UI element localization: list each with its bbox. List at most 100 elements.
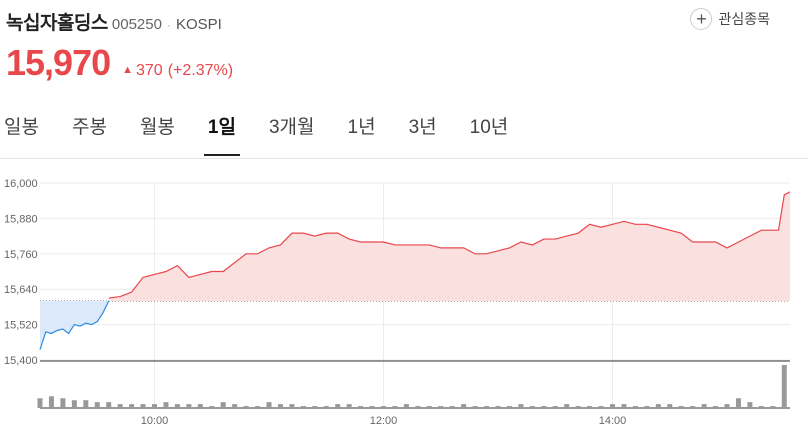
volume-bar — [232, 404, 238, 408]
volume-bar — [713, 406, 719, 408]
y-tick-label: 15,880 — [4, 213, 38, 225]
y-tick-label: 15,760 — [4, 249, 38, 261]
volume-bar — [174, 404, 180, 408]
volume-bar — [277, 404, 283, 408]
tab-monthly[interactable]: 월봉 — [139, 117, 175, 138]
volume-bar — [323, 406, 329, 408]
y-tick-label: 16,000 — [4, 178, 38, 190]
volume-bar — [197, 404, 203, 408]
volume-bar — [94, 402, 100, 408]
volume-bar — [541, 406, 547, 408]
volume-bar — [644, 406, 650, 408]
up-arrow-icon: ▲ — [122, 64, 133, 76]
watchlist-label: 관심종목 — [718, 11, 770, 27]
x-tick-label: 12:00 — [370, 415, 398, 427]
volume-bar — [506, 406, 512, 408]
volume-bar — [346, 404, 352, 408]
volume-bar — [564, 404, 570, 408]
stock-code: 005250 — [111, 16, 162, 33]
volume-bar — [266, 402, 272, 408]
volume-bar — [495, 406, 501, 408]
volume-bar — [655, 404, 661, 408]
price-change: ▲ 370 (+2.37%) — [122, 62, 233, 80]
volume-bar — [117, 404, 123, 408]
volume-bar — [438, 406, 444, 408]
volume-bar — [163, 402, 169, 408]
volume-bar — [472, 406, 478, 408]
volume-bar — [575, 406, 581, 408]
volume-bar — [392, 406, 398, 408]
intraday-price-chart[interactable]: 16,000 15,880 15,760 15,640 15,520 15,400 10:0… — [0, 160, 808, 429]
volume-bar — [781, 365, 787, 408]
volume-bar — [60, 398, 66, 408]
series-line — [108, 191, 791, 299]
change-amount: 370 — [136, 62, 163, 79]
current-price: 15,970 — [6, 42, 111, 83]
change-percent: (+2.37%) — [167, 62, 234, 79]
volume-bar — [152, 404, 158, 408]
separator-dot: · — [166, 18, 171, 32]
tab-1day[interactable]: 1일 — [203, 112, 241, 156]
volume-bar — [369, 406, 375, 408]
volume-bar — [37, 398, 43, 408]
volume-bar — [484, 406, 490, 408]
volume-bar — [83, 400, 89, 408]
volume-bar — [106, 402, 112, 408]
tab-divider — [0, 158, 808, 159]
tab-weekly[interactable]: 주봉 — [71, 117, 107, 138]
volume-bar — [243, 406, 249, 408]
y-tick-label: 15,640 — [4, 284, 38, 296]
tab-10year[interactable]: 10년 — [469, 117, 509, 138]
tab-3year[interactable]: 3년 — [408, 117, 437, 138]
x-tick-label: 14:00 — [599, 415, 627, 427]
volume-bar — [747, 402, 753, 408]
volume-bar — [255, 406, 261, 408]
add-watchlist-button[interactable]: + 관심종목 — [690, 8, 770, 30]
series-area — [108, 191, 791, 301]
volume-bar — [758, 406, 764, 408]
volume-bar — [667, 404, 673, 408]
y-tick-label: 15,400 — [4, 355, 38, 367]
period-tabs: 일봉 주봉 월봉 1일 3개월 1년 3년 10년 — [0, 112, 537, 158]
volume-bar — [598, 406, 604, 408]
volume-bar — [209, 406, 215, 408]
volume-bar — [129, 404, 135, 408]
volume-bar — [300, 406, 306, 408]
tab-3month[interactable]: 3개월 — [268, 117, 315, 138]
volume-bar — [449, 406, 455, 408]
volume-bar — [461, 404, 467, 408]
volume-bar — [724, 404, 730, 408]
volume-bar — [678, 406, 684, 408]
volume-bar — [140, 404, 146, 408]
volume-bar — [690, 406, 696, 408]
series-line — [39, 300, 110, 350]
stock-name: 녹십자홀딩스 — [6, 13, 108, 34]
volume-bar — [518, 404, 524, 408]
volume-bar — [621, 404, 627, 408]
volume-bar — [358, 406, 364, 408]
volume-bar — [335, 404, 341, 408]
x-tick-label: 10:00 — [141, 415, 169, 427]
y-tick-label: 15,520 — [4, 320, 38, 332]
volume-bar — [632, 406, 638, 408]
stock-header: 녹십자홀딩스 005250 · KOSPI — [6, 8, 222, 35]
price-row: 15,970 ▲ 370 (+2.37%) — [6, 42, 233, 84]
plus-icon: + — [690, 8, 713, 30]
volume-bar — [426, 406, 432, 408]
volume-bar — [186, 404, 192, 408]
volume-bar — [610, 404, 616, 408]
volume-bar — [587, 406, 593, 408]
volume-bar — [403, 404, 409, 408]
volume-bar — [415, 406, 421, 408]
volume-bar — [381, 406, 387, 408]
volume-bar — [735, 398, 741, 408]
tab-1year[interactable]: 1년 — [347, 117, 376, 138]
volume-bar — [289, 404, 295, 408]
volume-bar — [529, 406, 535, 408]
volume-bar — [71, 400, 77, 408]
volume-bar — [48, 396, 54, 408]
market-name: KOSPI — [175, 16, 222, 33]
tab-daily[interactable]: 일봉 — [4, 117, 39, 138]
volume-bar — [312, 406, 318, 408]
volume-bar — [701, 404, 707, 408]
